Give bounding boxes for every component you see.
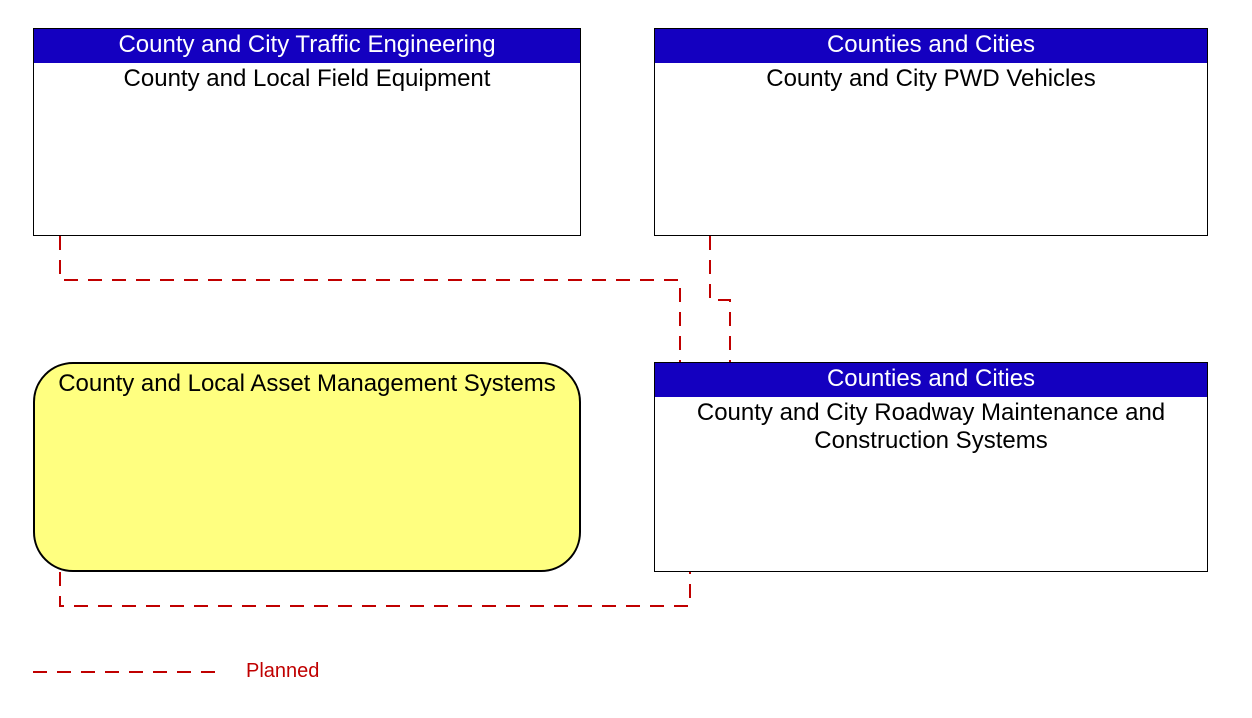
node-header: Counties and Cities — [655, 363, 1207, 397]
node-body: County and City PWD Vehicles — [655, 63, 1207, 95]
node-roadway-maintenance: Counties and Cities County and City Road… — [654, 362, 1208, 572]
edge-topright-to-bottomright — [710, 236, 730, 362]
diagram-canvas: County and City Traffic Engineering Coun… — [0, 0, 1252, 718]
node-header: County and City Traffic Engineering — [34, 29, 580, 63]
node-body: County and City Roadway Maintenance and … — [655, 397, 1207, 456]
node-body: County and Local Asset Management System… — [58, 370, 556, 397]
edge-bottomleft-to-bottomright — [60, 572, 690, 606]
node-body: County and Local Field Equipment — [34, 63, 580, 95]
node-asset-management: County and Local Asset Management System… — [33, 362, 581, 572]
legend-label: Planned — [246, 660, 319, 683]
edge-topleft-to-bottomright — [60, 236, 680, 362]
node-pwd-vehicles: Counties and Cities County and City PWD … — [654, 28, 1208, 236]
node-header: Counties and Cities — [655, 29, 1207, 63]
node-traffic-engineering: County and City Traffic Engineering Coun… — [33, 28, 581, 236]
